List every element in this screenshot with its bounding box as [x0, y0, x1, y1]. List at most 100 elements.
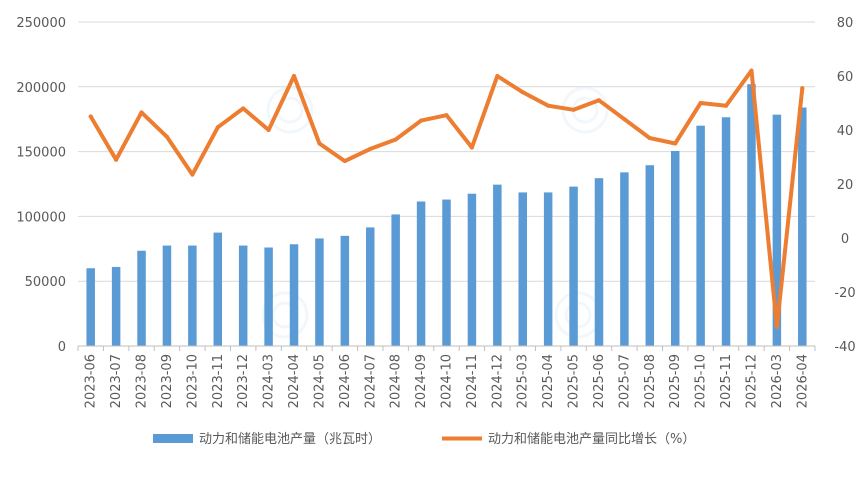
bar: [391, 214, 400, 346]
line-point: [647, 136, 652, 141]
right-tick-label: 40: [837, 124, 854, 139]
line-point: [698, 101, 703, 105]
bar: [442, 199, 451, 346]
x-tick-label: 2023-06: [84, 354, 99, 408]
line-point: [673, 141, 678, 146]
x-tick-label: 2023-10: [185, 354, 200, 408]
x-tick-label: 2023-07: [109, 354, 124, 408]
bar: [188, 245, 197, 346]
x-tick-label: 2026-03: [770, 354, 785, 408]
x-tick-label: 2023-12: [236, 354, 251, 408]
bar-series: [86, 84, 807, 347]
line-point: [800, 86, 805, 91]
line-point: [88, 114, 93, 119]
line-point: [419, 118, 424, 123]
bar: [340, 235, 350, 346]
left-axis: 0 50000 100000 150000 200000 250000: [16, 16, 66, 355]
x-tick-label: 2024-04: [287, 354, 302, 408]
x-tick-label: 2023-11: [211, 354, 226, 408]
line-point: [724, 103, 729, 108]
right-tick-label: 20: [837, 178, 854, 193]
bar: [162, 245, 172, 346]
x-tick-label: 2024-08: [389, 354, 404, 408]
line-point: [444, 113, 449, 118]
line-point: [190, 172, 195, 177]
line-point: [393, 137, 398, 142]
line-point: [342, 159, 347, 164]
bar: [569, 186, 578, 346]
x-tick-label: 2025-08: [643, 354, 658, 408]
bar: [366, 227, 375, 346]
line-point: [749, 68, 754, 73]
x-tick-label: 2025-07: [617, 354, 632, 408]
x-tick-label: 2024-09: [414, 354, 429, 408]
left-tick-label: 150000: [16, 146, 66, 161]
left-tick-label: 200000: [16, 81, 66, 96]
right-tick-label: -20: [834, 286, 855, 301]
line-point: [520, 90, 525, 95]
bar: [416, 201, 426, 346]
line-point: [622, 117, 627, 122]
bar: [467, 193, 477, 346]
line-point: [571, 107, 576, 112]
line-point: [241, 106, 246, 111]
bar: [747, 84, 756, 346]
x-tick-label: 2025-03: [516, 354, 531, 408]
x-tick-label: 2024-12: [490, 354, 505, 408]
line-point: [774, 325, 779, 330]
x-tick-label: 2024-07: [363, 354, 378, 408]
line-point: [546, 103, 551, 108]
bar: [86, 268, 95, 346]
bar: [493, 184, 502, 346]
bar: [111, 266, 121, 346]
right-tick-label: 60: [837, 70, 854, 85]
bar: [289, 244, 299, 346]
x-tick-label: 2025-05: [567, 354, 582, 408]
bar: [264, 247, 273, 346]
x-tick-label: 2024-06: [338, 354, 353, 408]
right-tick-label: -40: [834, 340, 855, 355]
left-tick-label: 50000: [25, 275, 66, 290]
line-point: [317, 141, 322, 146]
x-tick-label: 2025-06: [592, 354, 607, 408]
bar: [315, 238, 324, 346]
legend-swatch-bar: [153, 434, 193, 443]
right-tick-label: 0: [841, 232, 849, 247]
bar: [238, 245, 248, 346]
line-point: [368, 146, 373, 151]
bar: [620, 172, 629, 346]
bar: [543, 192, 553, 346]
x-tick-label: 2025-09: [668, 354, 683, 408]
line-point: [266, 128, 271, 132]
x-tick-label: 2026-04: [795, 354, 810, 408]
bar: [213, 232, 223, 346]
line-point: [164, 134, 169, 139]
bar: [798, 107, 807, 346]
bar: [645, 165, 655, 346]
line-point: [139, 110, 144, 115]
line-point: [495, 74, 500, 78]
x-tick-label: 2023-08: [135, 354, 150, 408]
x-axis-line: [77, 345, 816, 351]
line-point: [114, 157, 119, 162]
left-tick-label: 250000: [16, 16, 66, 31]
x-tick-label: 2025-10: [694, 354, 709, 408]
x-tick-label: 2024-10: [440, 354, 455, 408]
legend-label-line: 动力和储能电池产量同比增长（%）: [488, 432, 695, 447]
bar: [721, 117, 731, 346]
bar: [696, 125, 705, 347]
x-axis: 2023-06 2023-07 2023-08 2023-09 2023-10 2023-…: [84, 354, 811, 408]
legend: 动力和储能电池产量（兆瓦时） 动力和储能电池产量同比增长（%）: [153, 432, 695, 447]
line-series: [88, 68, 805, 330]
bar: [518, 192, 527, 346]
left-tick-label: 100000: [16, 210, 66, 225]
x-tick-label: 2024-05: [312, 354, 327, 408]
x-tick-label: 2025-12: [744, 354, 759, 408]
bar: [594, 178, 604, 346]
left-tick-label: 0: [58, 340, 66, 355]
legend-label-bar: 动力和储能电池产量（兆瓦时）: [199, 432, 381, 447]
right-tick-label: 80: [837, 16, 854, 31]
x-tick-label: 2024-03: [262, 354, 277, 408]
